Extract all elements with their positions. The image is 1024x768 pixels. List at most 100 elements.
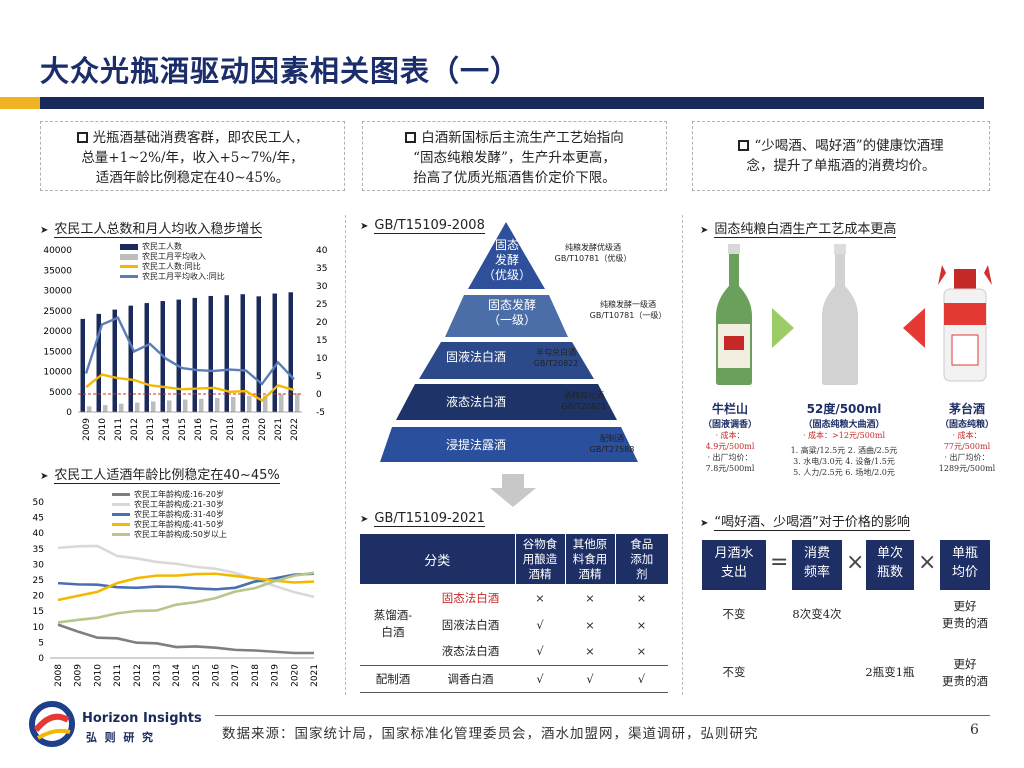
y-tick-label: 40 <box>33 529 45 539</box>
bar-worker-count <box>80 318 85 412</box>
section-header-gb2021: ➤ GB/T15109-2021 <box>360 511 485 527</box>
bar-monthly-income <box>151 401 156 412</box>
bar-worker-count <box>240 294 245 412</box>
pyramid-level-1 <box>468 222 545 289</box>
x-tick-label: 2019 <box>271 664 281 687</box>
x-tick-label: 2017 <box>231 664 241 687</box>
pyramid-label-4: 液态法白酒 <box>445 395 506 409</box>
y2-tick-label: -5 <box>316 408 325 418</box>
line-series-3 <box>57 572 315 602</box>
x-tick-label: 2009 <box>74 664 84 687</box>
y-tick-label: 35 <box>33 545 44 555</box>
bar-worker-count <box>208 295 213 412</box>
bar-worker-count <box>96 313 101 412</box>
x-tick-label: 2018 <box>251 664 261 687</box>
bar-monthly-income <box>167 400 172 412</box>
y-tick-label: 20000 <box>43 327 72 337</box>
bar-monthly-income <box>183 399 188 412</box>
impact-row2-spending: 不变 <box>722 665 746 679</box>
column-divider <box>682 215 683 695</box>
y2-tick-label: 35 <box>316 264 327 274</box>
pyramid-note-4: 酒精勾兑酒 GB/T20821 <box>561 391 607 411</box>
brand-name-cn: 弘 则 研 究 <box>86 731 153 744</box>
brand-name: Horizon Insights <box>82 711 202 726</box>
summary-box-3: “少喝酒、喝好酒”的健康饮酒理 念，提升了单瓶酒的消费均价。 <box>692 121 990 191</box>
y-tick-label: 30 <box>33 560 45 570</box>
checkbox-icon <box>76 132 88 143</box>
legend-item: 农民工年龄构成:31-40岁 <box>112 510 227 520</box>
down-arrow-icon <box>490 474 536 507</box>
gb2008-pyramid <box>380 222 638 462</box>
bar-monthly-income <box>199 398 204 412</box>
x-tick-label: 2011 <box>113 664 123 687</box>
x-tick-label: 2014 <box>162 418 172 441</box>
pyramid-label-2: 固态发酵 （一级） <box>487 298 536 327</box>
bottle-niulanshan-icon <box>716 244 752 385</box>
y2-tick-label: 40 <box>316 246 328 256</box>
x-tick-label: 2016 <box>212 664 222 687</box>
product-52-degree: 52度/500ml （固态纯粮大曲酒） · 成本：>12元/500ml 1. 高… <box>790 402 898 477</box>
y-tick-label: 25 <box>33 576 44 586</box>
arrow-left-icon <box>903 308 925 348</box>
y-tick-label: 30000 <box>43 287 72 297</box>
section-header-age-ratio: ➤ 农民工人适酒年龄比例稳定在40~45% <box>40 468 280 484</box>
legend-item: 农民工人数:同比 <box>120 262 225 272</box>
bar-monthly-income <box>215 397 220 412</box>
x-tick-label: 2018 <box>226 418 236 441</box>
equation-term-frequency: 消费 频率 <box>792 540 842 590</box>
data-source: 数据来源：国家统计局，国家标准化管理委员会，酒水加盟网，渠道调研，弘则研究 <box>222 726 759 742</box>
pyramid-level-3 <box>419 342 594 379</box>
table-row: 液态法白酒 √ × × <box>360 638 668 665</box>
y2-tick-label: 5 <box>316 372 322 382</box>
x-tick-label: 2008 <box>54 664 64 687</box>
worker-income-chart: 40000 35000 30000 25000 20000 15000 10000 5000 0… <box>43 246 328 441</box>
x-tick-label: 2010 <box>98 418 108 441</box>
pyramid-note-1: 纯粮发酵优级酒 GB/T10781（优级） <box>554 243 632 263</box>
x-tick-label: 2011 <box>114 418 124 441</box>
bar-worker-count <box>176 299 181 412</box>
x-tick-label: 2013 <box>152 664 162 687</box>
y-tick-label: 10000 <box>43 368 72 378</box>
y2-tick-label: 10 <box>316 354 328 364</box>
summary-box-2: 白酒新国标后主流生产工艺始指向 “固态纯粮发酵”，生产升本更高， 抬高了优质光瓶… <box>362 121 667 191</box>
table-row: 蒸馏酒-白酒 固态法白酒 × × × <box>360 584 668 666</box>
y-tick-label: 25000 <box>43 307 72 317</box>
bar-worker-count <box>128 305 133 412</box>
bar-monthly-income <box>295 393 300 412</box>
bar-worker-count <box>192 297 197 412</box>
pyramid-note-3: 半勾兑白酒 GB/T20822 <box>533 348 579 368</box>
x-tick-label: 2014 <box>172 664 182 687</box>
table-row: 固液法白酒 √ × × <box>441 617 647 632</box>
bar-worker-count <box>256 296 261 412</box>
x-tick-label: 2022 <box>290 418 300 441</box>
equation-term-price: 单瓶 均价 <box>940 540 990 590</box>
arrow-right-icon <box>772 308 794 348</box>
pyramid-level-4 <box>396 384 617 420</box>
product-niulanshan: 牛栏山 （固液调香） · 成本： 4.9元/500ml · 出厂均价： 7.8元… <box>702 402 757 473</box>
equals-sign: = <box>770 550 789 575</box>
bar-monthly-income <box>87 406 92 412</box>
title-accent-bar <box>0 97 40 109</box>
section-header-price-impact: ➤ “喝好酒、少喝酒”对于价格的影响 <box>700 515 910 531</box>
x-tick-label: 2010 <box>93 664 103 687</box>
product-moutai: 茅台酒 （固态纯粮） · 成本： 77元/500ml · 出厂均价： 1289元… <box>938 402 996 473</box>
bar-monthly-income <box>119 403 124 412</box>
pyramid-level-5 <box>380 427 638 462</box>
legend-item: 农民工月平均收入 <box>120 252 225 262</box>
section-header-worker-income: ➤ 农民工人总数和月人均收入稳步增长 <box>40 222 263 238</box>
bar-monthly-income <box>247 395 252 412</box>
y-tick-label: 5000 <box>49 388 72 398</box>
line-series-3 <box>84 316 295 386</box>
x-tick-label: 2020 <box>290 664 300 687</box>
section-header-cost: ➤ 固态纯粮白酒生产工艺成本更高 <box>700 222 897 238</box>
table-header-type: 分类 <box>360 534 515 584</box>
section-header-gb2008: ➤ GB/T15109-2008 <box>360 218 485 234</box>
worker-income-legend: 农民工人数 农民工月平均收入 农民工人数:同比 农民工月平均收入:同比 <box>120 242 225 282</box>
y2-tick-label: 30 <box>316 282 328 292</box>
pyramid-note-2: 纯粮发酵一级酒 GB/T10781（一级） <box>589 300 667 320</box>
y-tick-label: 0 <box>38 654 44 664</box>
y2-tick-label: 25 <box>316 300 327 310</box>
legend-item: 农民工人数 <box>120 242 225 252</box>
table-header-col2: 其他原料食用酒精 <box>564 534 615 584</box>
